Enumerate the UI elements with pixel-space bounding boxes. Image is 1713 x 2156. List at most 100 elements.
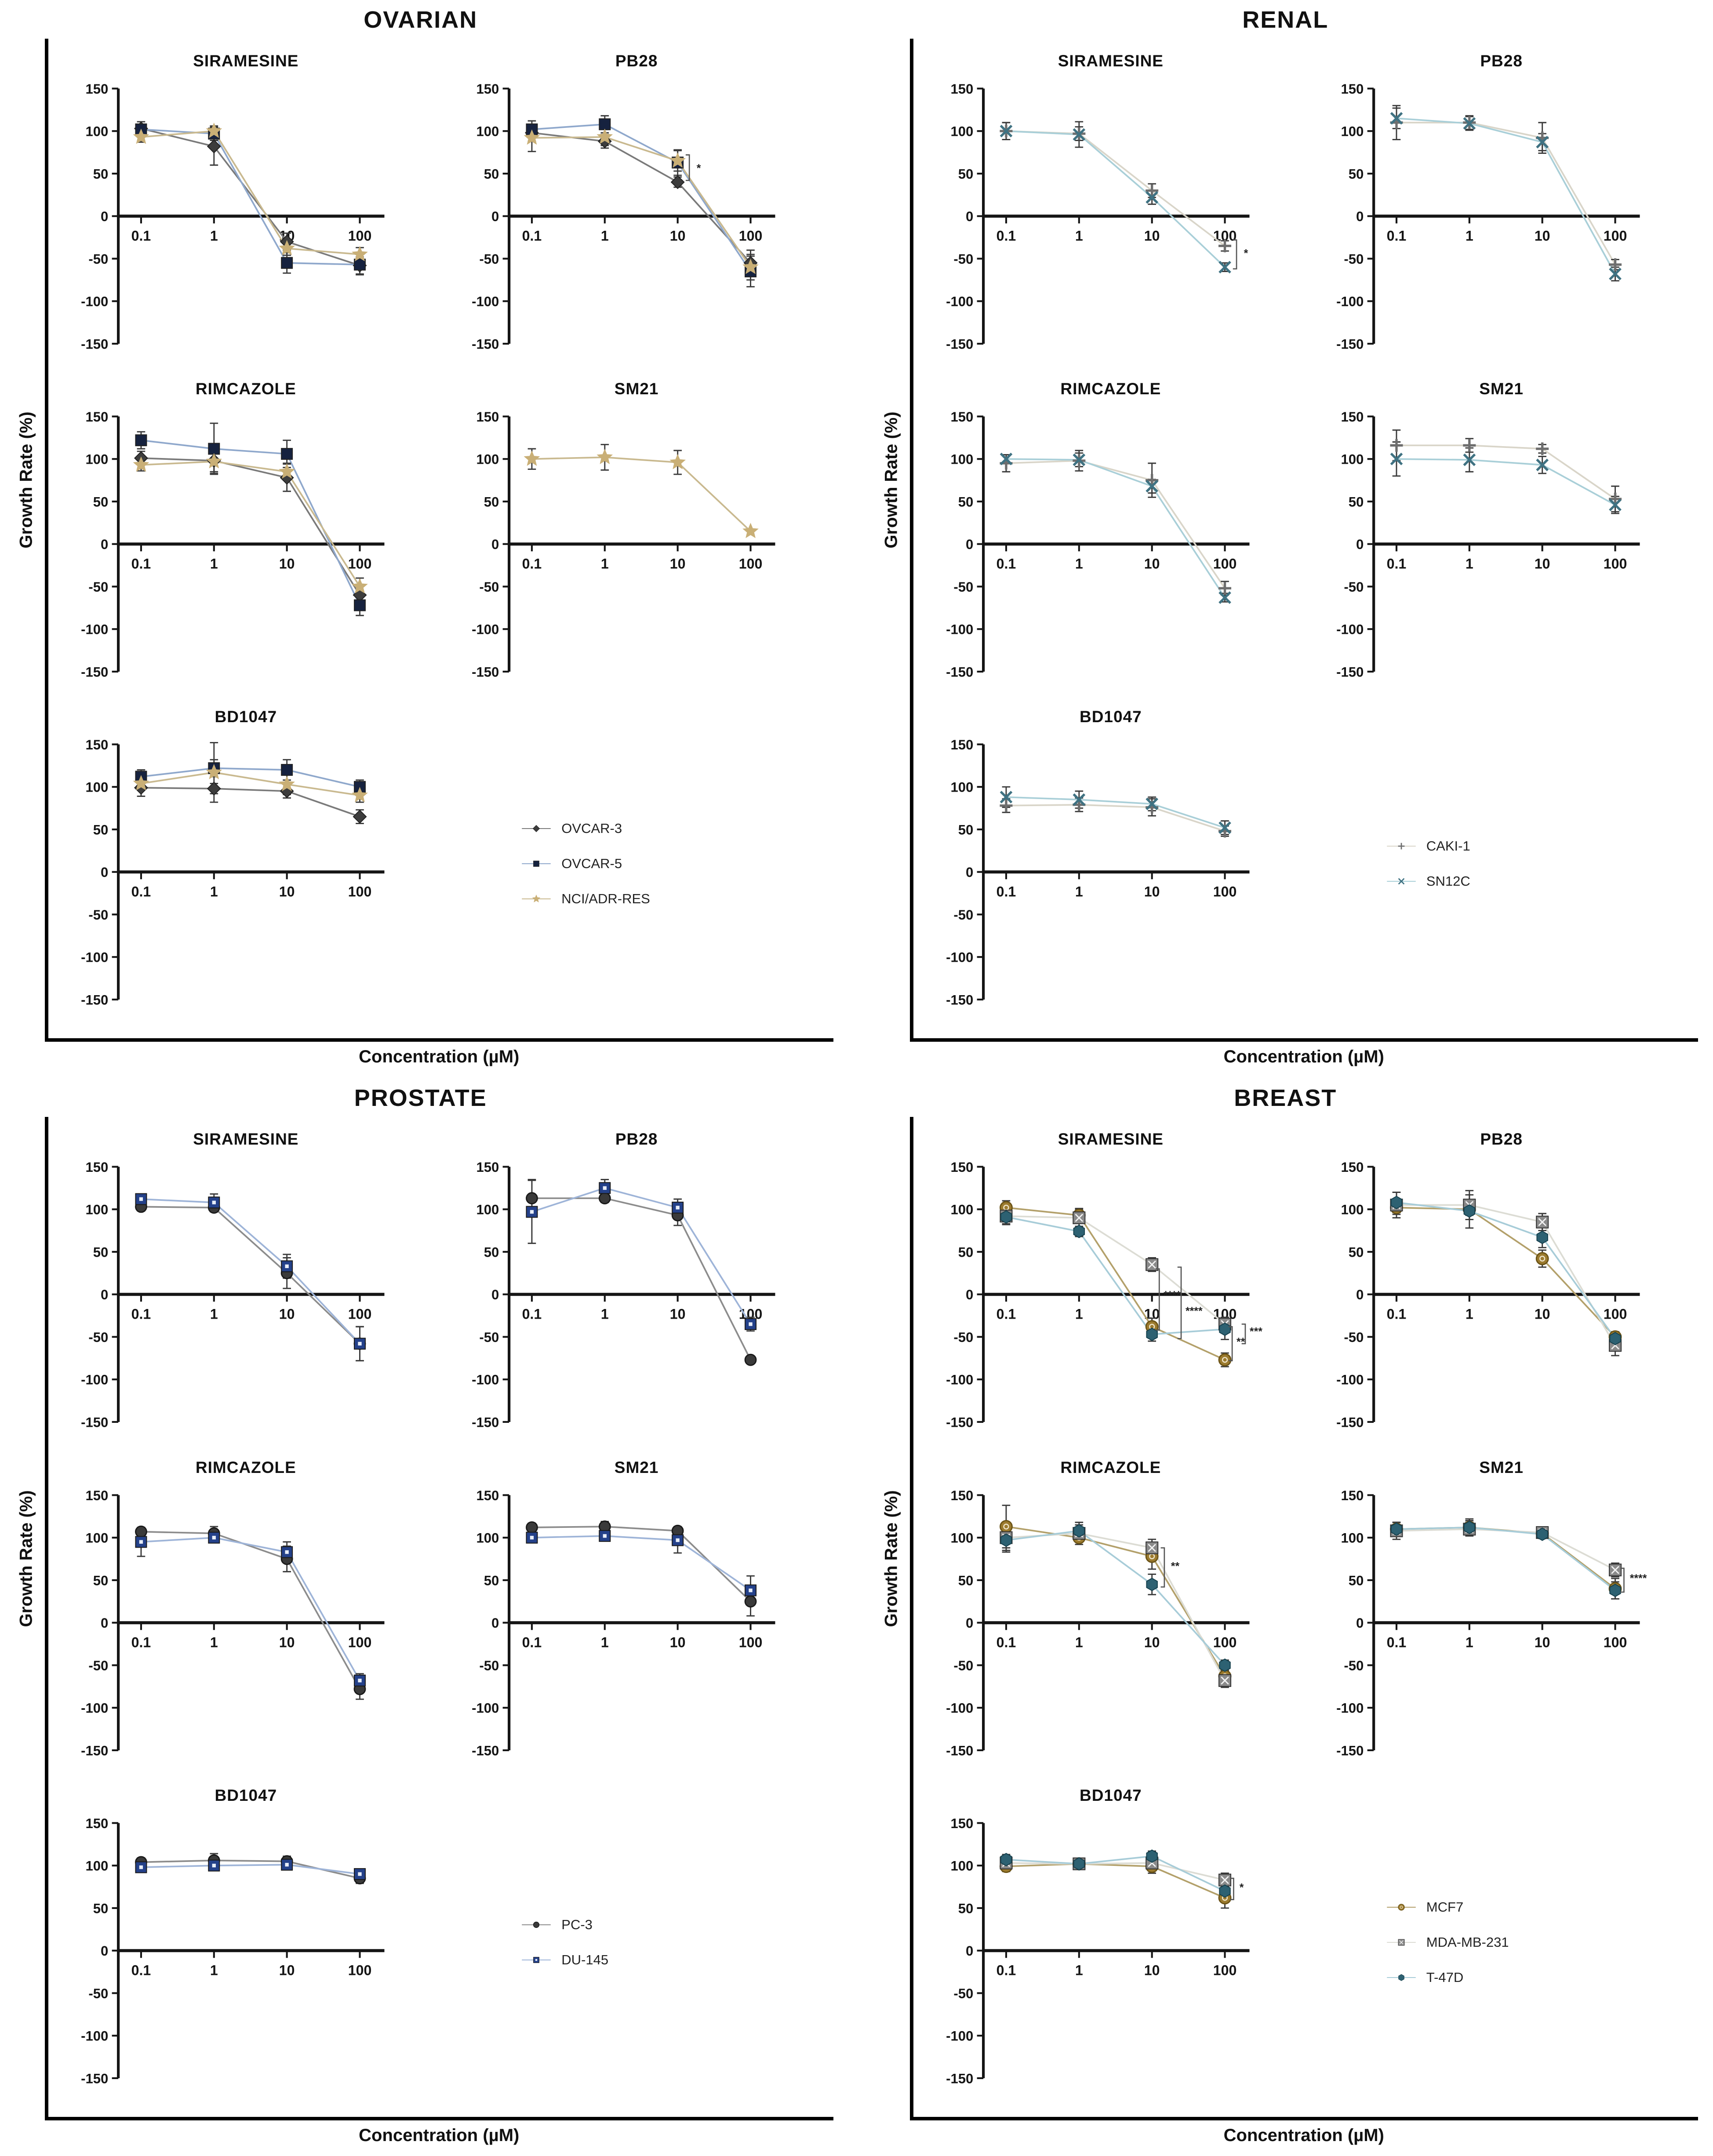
significance-label: ****: [1164, 1289, 1181, 1302]
plus-marker: [1463, 439, 1476, 452]
marker-center: [139, 1865, 143, 1869]
y-tick-label: -100: [946, 622, 973, 637]
y-tick-label: 150: [950, 1160, 973, 1175]
marker-center: [285, 1550, 289, 1554]
legend-label: NCI/ADR-RES: [561, 891, 650, 907]
plot-siramesine: SIRAMESINE 150 100 50 0 -50 -100 -150 0.1 1 10 100 *…: [917, 1123, 1305, 1449]
y-axis-label-column: Growth Rate (%): [873, 1117, 910, 2120]
y-tick-label: -150: [946, 665, 973, 680]
x-marker: [1609, 267, 1622, 280]
y-tick-label: 50: [93, 1901, 109, 1916]
y-tick-label: -50: [479, 1658, 499, 1673]
star-marker: [524, 129, 540, 145]
y-tick-label: 0: [966, 865, 973, 880]
y-axis-label: Growth Rate (%): [881, 411, 901, 549]
plot-title: BD1047: [215, 708, 277, 726]
marker-center: [358, 1872, 362, 1876]
series-line-CAKI-1: [1006, 804, 1225, 832]
series-line-SN12C: [1397, 117, 1616, 275]
x-axis-label: Concentration (µM): [359, 2125, 520, 2145]
x-marker: [1390, 112, 1403, 125]
x-tick-label: 10: [1144, 1634, 1160, 1650]
x-marker: [1000, 791, 1012, 804]
plot-canvas-sm21: 150 100 50 0 -50 -100 -150 0.1 1 10 100: [472, 409, 775, 680]
y-tick-label: 100: [476, 1202, 499, 1218]
spacer: [8, 1042, 45, 1069]
legend-marker-circle: [522, 1921, 551, 1928]
y-tick-label: 0: [491, 1615, 499, 1631]
plus-marker: [1536, 442, 1549, 455]
square-marker: [281, 1858, 293, 1871]
y-tick-label: -150: [1336, 665, 1364, 680]
y-tick-label: -50: [88, 1658, 108, 1673]
plot-sm21: SM21 150 100 50 0 -50 -100 -150 0.1 1 10 100: [443, 373, 831, 699]
legend-item-CAKI-1: CAKI-1: [1385, 838, 1470, 854]
y-tick-label: 0: [966, 1287, 973, 1303]
legend-label: MCF7: [1426, 1899, 1464, 1915]
y-tick-label: 150: [476, 81, 499, 97]
significance-label: *: [697, 162, 701, 175]
y-tick-label: 100: [476, 1530, 499, 1545]
y-tick-label: -100: [472, 1700, 499, 1716]
square-marker: [354, 599, 366, 611]
series-line-OVCAR-3: [141, 457, 361, 596]
star-marker: [352, 787, 368, 803]
y-tick-label: 150: [1341, 1487, 1364, 1503]
square-marker: [281, 257, 293, 269]
y-tick-label: -150: [81, 2071, 108, 2086]
diamond-marker: [353, 810, 367, 824]
y-tick-label: -50: [88, 579, 108, 595]
y-tick-label: -50: [1344, 1658, 1364, 1673]
diamond-marker: [533, 825, 540, 833]
x-tick-label: 100: [1604, 228, 1627, 244]
y-tick-label: 50: [1349, 166, 1364, 182]
x-tick-label: 1: [1075, 884, 1083, 900]
series-line-MCF7: [1006, 1863, 1225, 1899]
plot-title: SM21: [1479, 1458, 1524, 1476]
y-tick-label: -150: [472, 665, 499, 680]
y-tick-label: 150: [85, 1160, 108, 1175]
y-tick-label: -150: [81, 1415, 108, 1430]
y-tick-label: -100: [472, 294, 499, 309]
y-tick-label: -100: [81, 2028, 108, 2043]
marker-center: [603, 1534, 607, 1538]
x-tick-label: 10: [1535, 228, 1550, 244]
plots-grid-renal: SIRAMESINE 150 100 50 0 -50 -100 -150 0.1 1 10 100 *…: [917, 45, 1696, 1027]
series-line-OVCAR-5: [141, 128, 360, 265]
y-tick-label: 50: [958, 1901, 973, 1916]
star-marker: [742, 258, 759, 274]
y-tick-label: 0: [966, 537, 973, 552]
y-tick-label: 150: [476, 409, 499, 425]
star-marker: [133, 456, 149, 472]
plot-sm21: SM21 150 100 50 0 -50 -100 -150 0.1 1 10 100: [1307, 373, 1695, 699]
x-marker: [1145, 480, 1158, 493]
spacer: [873, 2120, 910, 2147]
x-tick-label: 10: [1535, 1306, 1550, 1322]
y-tick-label: -100: [81, 950, 108, 965]
legend-label: OVCAR-5: [561, 856, 622, 872]
x-tick-label: 0.1: [1387, 1306, 1407, 1322]
x-tick-label: 100: [348, 228, 372, 244]
y-tick-label: 100: [85, 1530, 108, 1545]
legend-item-OVCAR-5: OVCAR-5: [520, 856, 622, 872]
plus-marker: [1145, 474, 1158, 487]
plot-title: SIRAMESINE: [193, 1130, 299, 1149]
plots-grid-breast: SIRAMESINE 150 100 50 0 -50 -100 -150 0.1 1 10 100 *…: [917, 1123, 1696, 2105]
marker-center: [212, 1863, 216, 1868]
square-marker: [281, 764, 293, 776]
star-marker: [352, 246, 368, 262]
square-marker: [281, 448, 293, 460]
x-tick-label: 0.1: [996, 1634, 1016, 1650]
plot-pb28: PB28 150 100 50 0 -50 -100 -150 0.1 1 10 100: [443, 1123, 831, 1449]
series-line-NCI/ADR-RES: [531, 136, 751, 268]
x-tick-label: 0.1: [131, 1634, 151, 1650]
x-tick-label: 0.1: [522, 1634, 542, 1650]
y-tick-label: 150: [85, 1487, 108, 1503]
star-marker: [742, 523, 759, 538]
y-tick-label: -150: [81, 993, 108, 1008]
y-tick-label: 150: [1341, 409, 1364, 425]
quadrant-breast: BREAST Growth Rate (%) SIRAMESINE 150 100 5…: [873, 1082, 1698, 2147]
square-marker: [744, 1318, 756, 1331]
series-line-DU-145: [141, 1536, 361, 1681]
series-line-OVCAR-5: [141, 767, 360, 788]
